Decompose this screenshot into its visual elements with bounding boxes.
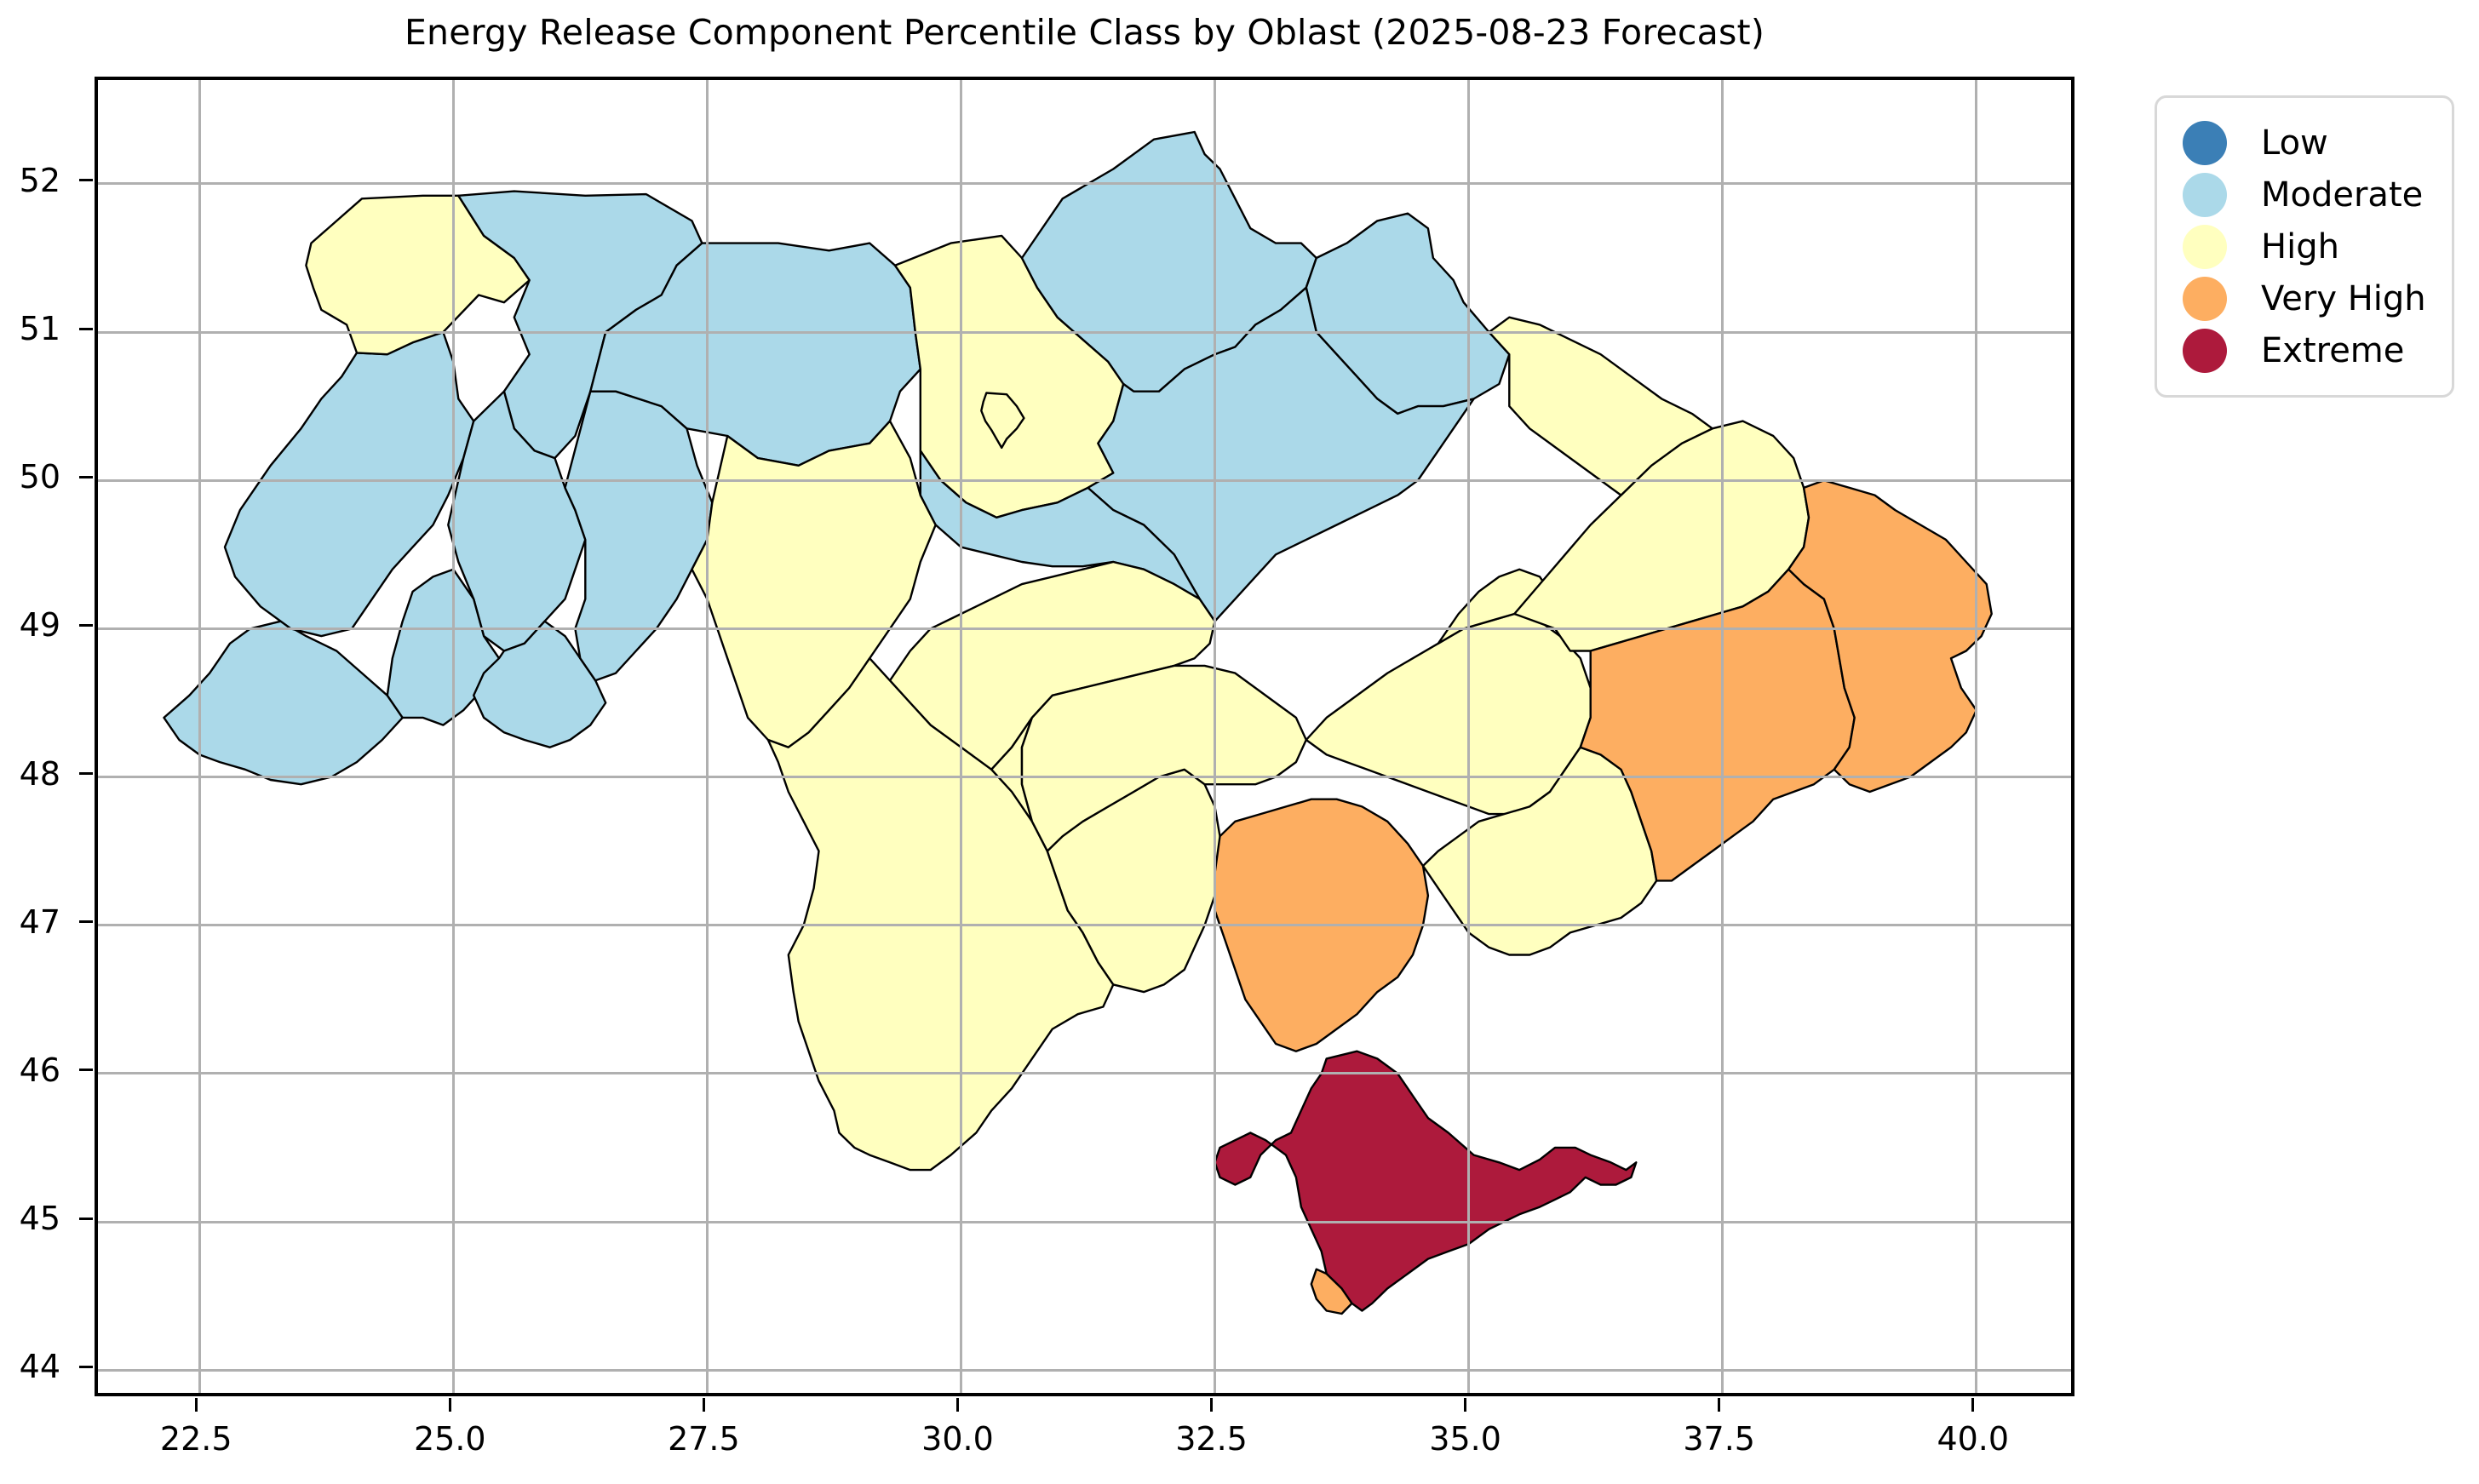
y-tick-label: 48	[19, 754, 60, 793]
x-tick	[702, 1398, 705, 1412]
map-plot-area	[95, 77, 2074, 1396]
gridline-horizontal	[98, 478, 2071, 482]
legend: Low Moderate High Very High Extreme	[2155, 95, 2454, 398]
y-tick	[79, 1365, 93, 1368]
x-tick-label: 25.0	[413, 1420, 486, 1458]
x-tick	[955, 1398, 959, 1412]
x-tick-label: 40.0	[1937, 1420, 2010, 1458]
gridline-horizontal	[98, 627, 2071, 630]
gridline-vertical	[705, 80, 709, 1393]
gridline-vertical	[1467, 80, 1471, 1393]
x-tick-label: 30.0	[921, 1420, 994, 1458]
y-tick	[79, 475, 93, 478]
gridline-horizontal	[98, 1368, 2071, 1372]
gridline-horizontal	[98, 1072, 2071, 1075]
y-tick-label: 45	[19, 1200, 60, 1237]
region-luhansk[interactable]	[1788, 479, 1993, 794]
chart-title: Energy Release Component Percentile Clas…	[404, 12, 1765, 53]
x-tick-label: 27.5	[668, 1420, 740, 1458]
y-tick	[79, 1217, 93, 1220]
region-kirovohrad[interactable]	[1020, 664, 1307, 852]
legend-item-very-high[interactable]: Very High	[2183, 272, 2430, 324]
region-poltava-fix[interactable]	[919, 450, 1201, 600]
gridline-vertical	[451, 80, 455, 1393]
gridline-horizontal	[98, 1220, 2071, 1223]
x-tick	[1718, 1398, 1721, 1412]
y-tick-label: 47	[19, 902, 60, 941]
x-tick	[1464, 1398, 1467, 1412]
legend-swatch-icon	[2183, 120, 2227, 165]
legend-item-high[interactable]: High	[2183, 221, 2430, 272]
x-tick	[194, 1398, 198, 1412]
x-tick	[1971, 1398, 1975, 1412]
legend-item-low[interactable]: Low	[2183, 117, 2430, 169]
gridline-horizontal	[98, 776, 2071, 779]
y-tick	[79, 179, 93, 182]
legend-label: High	[2261, 226, 2339, 266]
y-tick-label: 46	[19, 1051, 60, 1089]
legend-label: Extreme	[2261, 330, 2405, 370]
legend-label: Low	[2261, 123, 2328, 163]
region-donetsk[interactable]	[1579, 568, 1856, 882]
legend-swatch-icon	[2183, 172, 2227, 217]
legend-item-extreme[interactable]: Extreme	[2183, 324, 2430, 376]
gridline-vertical	[1721, 80, 1724, 1393]
x-tick-label: 37.5	[1683, 1420, 1755, 1458]
gridline-vertical	[959, 80, 962, 1393]
x-tick-label: 32.5	[1175, 1420, 1248, 1458]
legend-swatch-icon	[2183, 276, 2227, 321]
x-tick	[1210, 1398, 1214, 1412]
region-ivano-frankivsk[interactable]	[386, 568, 501, 726]
y-tick	[79, 772, 93, 776]
gridline-vertical	[198, 80, 201, 1393]
y-tick	[79, 623, 93, 627]
y-tick-label: 51	[19, 310, 60, 348]
y-tick	[79, 920, 93, 924]
legend-swatch-icon	[2183, 328, 2227, 373]
region-ternopil[interactable]	[447, 390, 587, 652]
y-tick-label: 52	[19, 161, 60, 199]
y-tick-label: 50	[19, 458, 60, 496]
y-tick	[79, 1069, 93, 1072]
ukraine-choropleth-map	[163, 130, 1993, 1315]
gridline-horizontal	[98, 330, 2071, 334]
x-tick-label: 22.5	[159, 1420, 232, 1458]
y-tick-label: 44	[19, 1348, 60, 1386]
legend-label: Very High	[2261, 278, 2426, 318]
legend-label: Moderate	[2261, 175, 2424, 215]
region-rivne[interactable]	[457, 190, 703, 460]
region-khmelnytskyi[interactable]	[564, 390, 714, 682]
gridline-vertical	[1214, 80, 1217, 1393]
region-crimea[interactable]	[1214, 1050, 1638, 1312]
region-kyiv-city[interactable]	[980, 392, 1025, 450]
legend-swatch-icon	[2183, 224, 2227, 269]
gridline-horizontal	[98, 182, 2071, 186]
y-tick-label: 49	[19, 606, 60, 645]
gridline-vertical	[1975, 80, 1978, 1393]
legend-item-moderate[interactable]: Moderate	[2183, 169, 2430, 221]
x-tick-label: 35.0	[1429, 1420, 1501, 1458]
y-tick	[79, 327, 93, 330]
gridline-horizontal	[98, 924, 2071, 927]
region-dnipropetrovsk[interactable]	[1305, 612, 1592, 816]
x-tick	[448, 1398, 451, 1412]
